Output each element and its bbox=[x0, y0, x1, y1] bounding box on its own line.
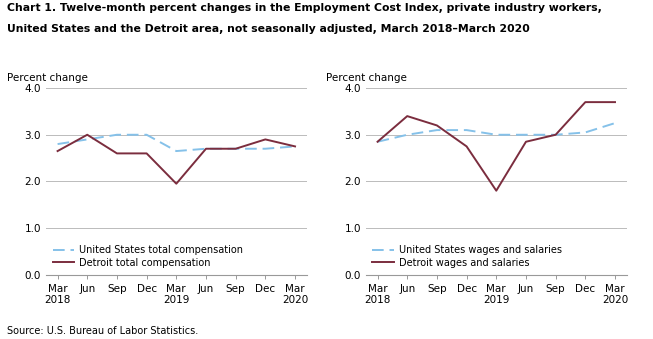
Detroit total compensation bbox=[172, 182, 180, 186]
United States wages and salaries bbox=[611, 121, 619, 125]
United States wages and salaries bbox=[463, 128, 471, 132]
Detroit total compensation bbox=[143, 151, 151, 155]
Legend: United States total compensation, Detroit total compensation: United States total compensation, Detroi… bbox=[50, 243, 245, 270]
Text: Percent change: Percent change bbox=[7, 73, 88, 83]
Detroit total compensation bbox=[261, 137, 269, 141]
United States total compensation bbox=[54, 142, 61, 146]
United States wages and salaries bbox=[433, 128, 441, 132]
Detroit wages and salaries bbox=[552, 133, 560, 137]
United States total compensation bbox=[84, 137, 91, 141]
Detroit wages and salaries bbox=[404, 114, 411, 118]
Detroit total compensation bbox=[202, 147, 210, 151]
Line: Detroit wages and salaries: Detroit wages and salaries bbox=[377, 102, 615, 191]
Text: Chart 1. Twelve-month percent changes in the Employment Cost Index, private indu: Chart 1. Twelve-month percent changes in… bbox=[7, 3, 601, 13]
United States wages and salaries bbox=[581, 131, 589, 135]
Line: United States wages and salaries: United States wages and salaries bbox=[377, 123, 615, 142]
Detroit wages and salaries bbox=[522, 140, 530, 144]
Text: Percent change: Percent change bbox=[326, 73, 407, 83]
United States total compensation bbox=[113, 133, 121, 137]
United States wages and salaries bbox=[492, 133, 500, 137]
Legend: United States wages and salaries, Detroit wages and salaries: United States wages and salaries, Detroi… bbox=[370, 243, 564, 270]
United States wages and salaries bbox=[404, 133, 411, 137]
Detroit wages and salaries bbox=[374, 140, 381, 144]
United States wages and salaries bbox=[522, 133, 530, 137]
United States wages and salaries bbox=[374, 140, 381, 144]
Text: United States and the Detroit area, not seasonally adjusted, March 2018–March 20: United States and the Detroit area, not … bbox=[7, 24, 530, 34]
United States total compensation bbox=[291, 144, 299, 148]
Detroit total compensation bbox=[54, 149, 61, 153]
Detroit total compensation bbox=[291, 144, 299, 148]
Detroit wages and salaries bbox=[463, 144, 471, 148]
Detroit wages and salaries bbox=[611, 100, 619, 104]
United States total compensation bbox=[261, 147, 269, 151]
United States total compensation bbox=[232, 147, 240, 151]
United States wages and salaries bbox=[552, 133, 560, 137]
United States total compensation bbox=[143, 133, 151, 137]
United States total compensation bbox=[202, 147, 210, 151]
Text: Source: U.S. Bureau of Labor Statistics.: Source: U.S. Bureau of Labor Statistics. bbox=[7, 326, 198, 336]
Detroit total compensation bbox=[84, 133, 91, 137]
Line: Detroit total compensation: Detroit total compensation bbox=[57, 135, 295, 184]
Detroit wages and salaries bbox=[581, 100, 589, 104]
Detroit total compensation bbox=[232, 147, 240, 151]
Detroit wages and salaries bbox=[433, 123, 441, 127]
Line: United States total compensation: United States total compensation bbox=[57, 135, 295, 151]
Detroit total compensation bbox=[113, 151, 121, 155]
United States total compensation bbox=[172, 149, 180, 153]
Detroit wages and salaries bbox=[492, 188, 500, 193]
